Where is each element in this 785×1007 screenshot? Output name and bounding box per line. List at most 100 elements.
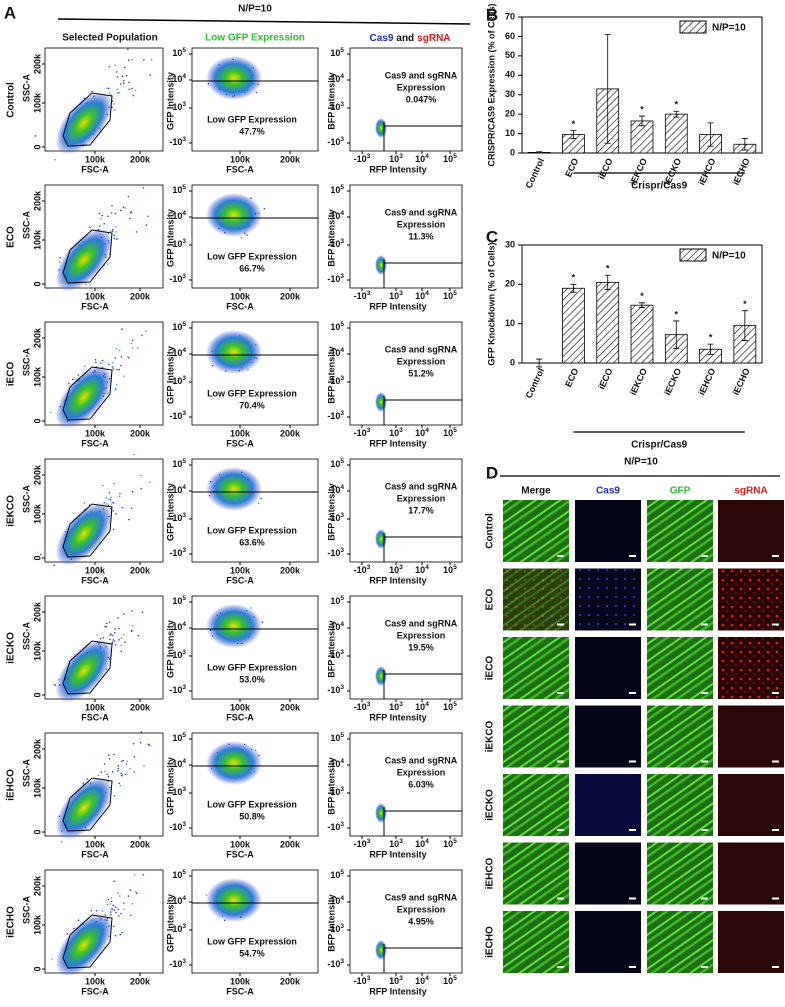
error-bar (604, 34, 611, 144)
tick-base: 10 (172, 376, 182, 386)
row-label: iEHCO (6, 769, 17, 801)
scatter-dot (117, 92, 119, 94)
scatter-dot (47, 287, 49, 289)
tick-exponent: 3 (182, 101, 186, 108)
scatter-dot (118, 782, 120, 785)
gate-text: Expression (397, 904, 446, 914)
plot-frame (191, 458, 319, 563)
gate (62, 914, 113, 969)
scatter-dot (107, 775, 110, 778)
scatter-dot (101, 359, 104, 362)
plot-frame (349, 595, 463, 700)
scale-bar (772, 897, 779, 900)
y-tick-label: 200k (32, 738, 42, 759)
axis-title: RFP Intensity (369, 438, 426, 448)
plot-frame (44, 732, 164, 837)
panel-title: N/P=10 (624, 457, 658, 468)
tick-base: 10 (172, 239, 182, 249)
tick-exponent: 4 (340, 347, 344, 354)
scatter-dot (133, 756, 136, 758)
y-tick-label: 100k (32, 640, 42, 661)
log-tick-label: 103 (172, 786, 186, 798)
log-tick-label: 104 (330, 758, 344, 770)
scatter-dot (119, 492, 121, 495)
scatter-dot (118, 91, 121, 94)
scale-bar (772, 692, 779, 694)
y-tick-label: 200k (32, 875, 42, 896)
scatter-dot (90, 909, 93, 912)
tick-exponent: 3 (182, 375, 186, 382)
scale-bar (629, 555, 636, 557)
scatter-dot (123, 902, 125, 904)
gate-value: 54.7% (239, 948, 265, 958)
density-blob (55, 91, 113, 155)
tick-base: 10 (415, 565, 425, 575)
scatter-dot (113, 909, 115, 911)
tick-base: 10 (172, 596, 182, 606)
scatter-dot (133, 453, 135, 456)
x-tick-label: 200k (130, 976, 151, 986)
scatter-dot (123, 908, 125, 911)
scatter-dot (110, 913, 112, 916)
scatter-dot (116, 76, 119, 78)
scatter-dot (51, 958, 53, 960)
tick-base: 10 (172, 74, 182, 84)
x-tick-label: iECHO (731, 157, 752, 187)
log-tick-label: 104 (415, 975, 429, 987)
micrograph (575, 842, 641, 905)
tick-base: 10 (330, 102, 340, 112)
scatter-dot (112, 502, 115, 504)
x-tick-label: 200k (280, 291, 301, 301)
scatter-dot (128, 518, 130, 521)
axis-title: FSC-A (81, 986, 109, 996)
log-tick-label: 104 (415, 838, 429, 850)
log-tick-label: 103 (330, 923, 344, 935)
error-bar (639, 302, 645, 308)
log-tick-label: -103 (169, 136, 186, 148)
axis-title: RFP Intensity (369, 575, 426, 585)
scatter-dot (135, 892, 138, 895)
scatter-dot (130, 914, 132, 917)
scatter-dot (114, 108, 116, 111)
scatter-dot (104, 625, 106, 628)
scatter-dot (114, 934, 117, 937)
scatter-dot (112, 510, 115, 512)
scatter-dot (89, 226, 91, 228)
tick-exponent: 5 (340, 595, 344, 602)
tick-base: -10 (327, 685, 340, 695)
scatter-dot (120, 637, 123, 639)
axis-title: SSC-A (21, 896, 31, 925)
log-tick-label: 103 (330, 238, 344, 250)
log-tick-label: 103 (389, 975, 403, 987)
tick-base: 10 (330, 622, 340, 632)
tick-exponent: 3 (182, 410, 186, 417)
scatter-dot (125, 773, 127, 776)
density-blob (206, 604, 262, 648)
scatter-dot (110, 496, 112, 499)
tick-base: 10 (172, 924, 182, 934)
x-tick-label: 100k (85, 428, 106, 438)
x-tick-label: 100k (230, 428, 251, 438)
scatter-dot (34, 135, 37, 137)
plot-frame (191, 595, 319, 700)
log-tick-label: -103 (169, 273, 186, 285)
scatter-dot (120, 356, 123, 358)
scatter-dot (103, 763, 106, 765)
log-tick-label: -103 (354, 975, 371, 987)
axis-title: GFP Intensity (165, 483, 175, 541)
tick-base: 10 (172, 513, 182, 523)
scatter-dot (134, 89, 137, 92)
log-tick-label: 104 (330, 895, 344, 907)
gate (62, 640, 113, 695)
tick-exponent: 3 (367, 701, 371, 708)
log-tick-label: 104 (415, 427, 429, 439)
x-tick-label: 100k (85, 976, 106, 986)
scatter-dot (117, 915, 120, 917)
scale-bar (557, 829, 564, 831)
scatter-dot (66, 932, 69, 935)
scatter-dot (116, 88, 119, 91)
x-tick-label: 200k (130, 839, 151, 849)
log-tick-label: 105 (172, 732, 186, 744)
axis-title: FSC-A (81, 712, 109, 722)
scatter-dot (121, 760, 123, 762)
